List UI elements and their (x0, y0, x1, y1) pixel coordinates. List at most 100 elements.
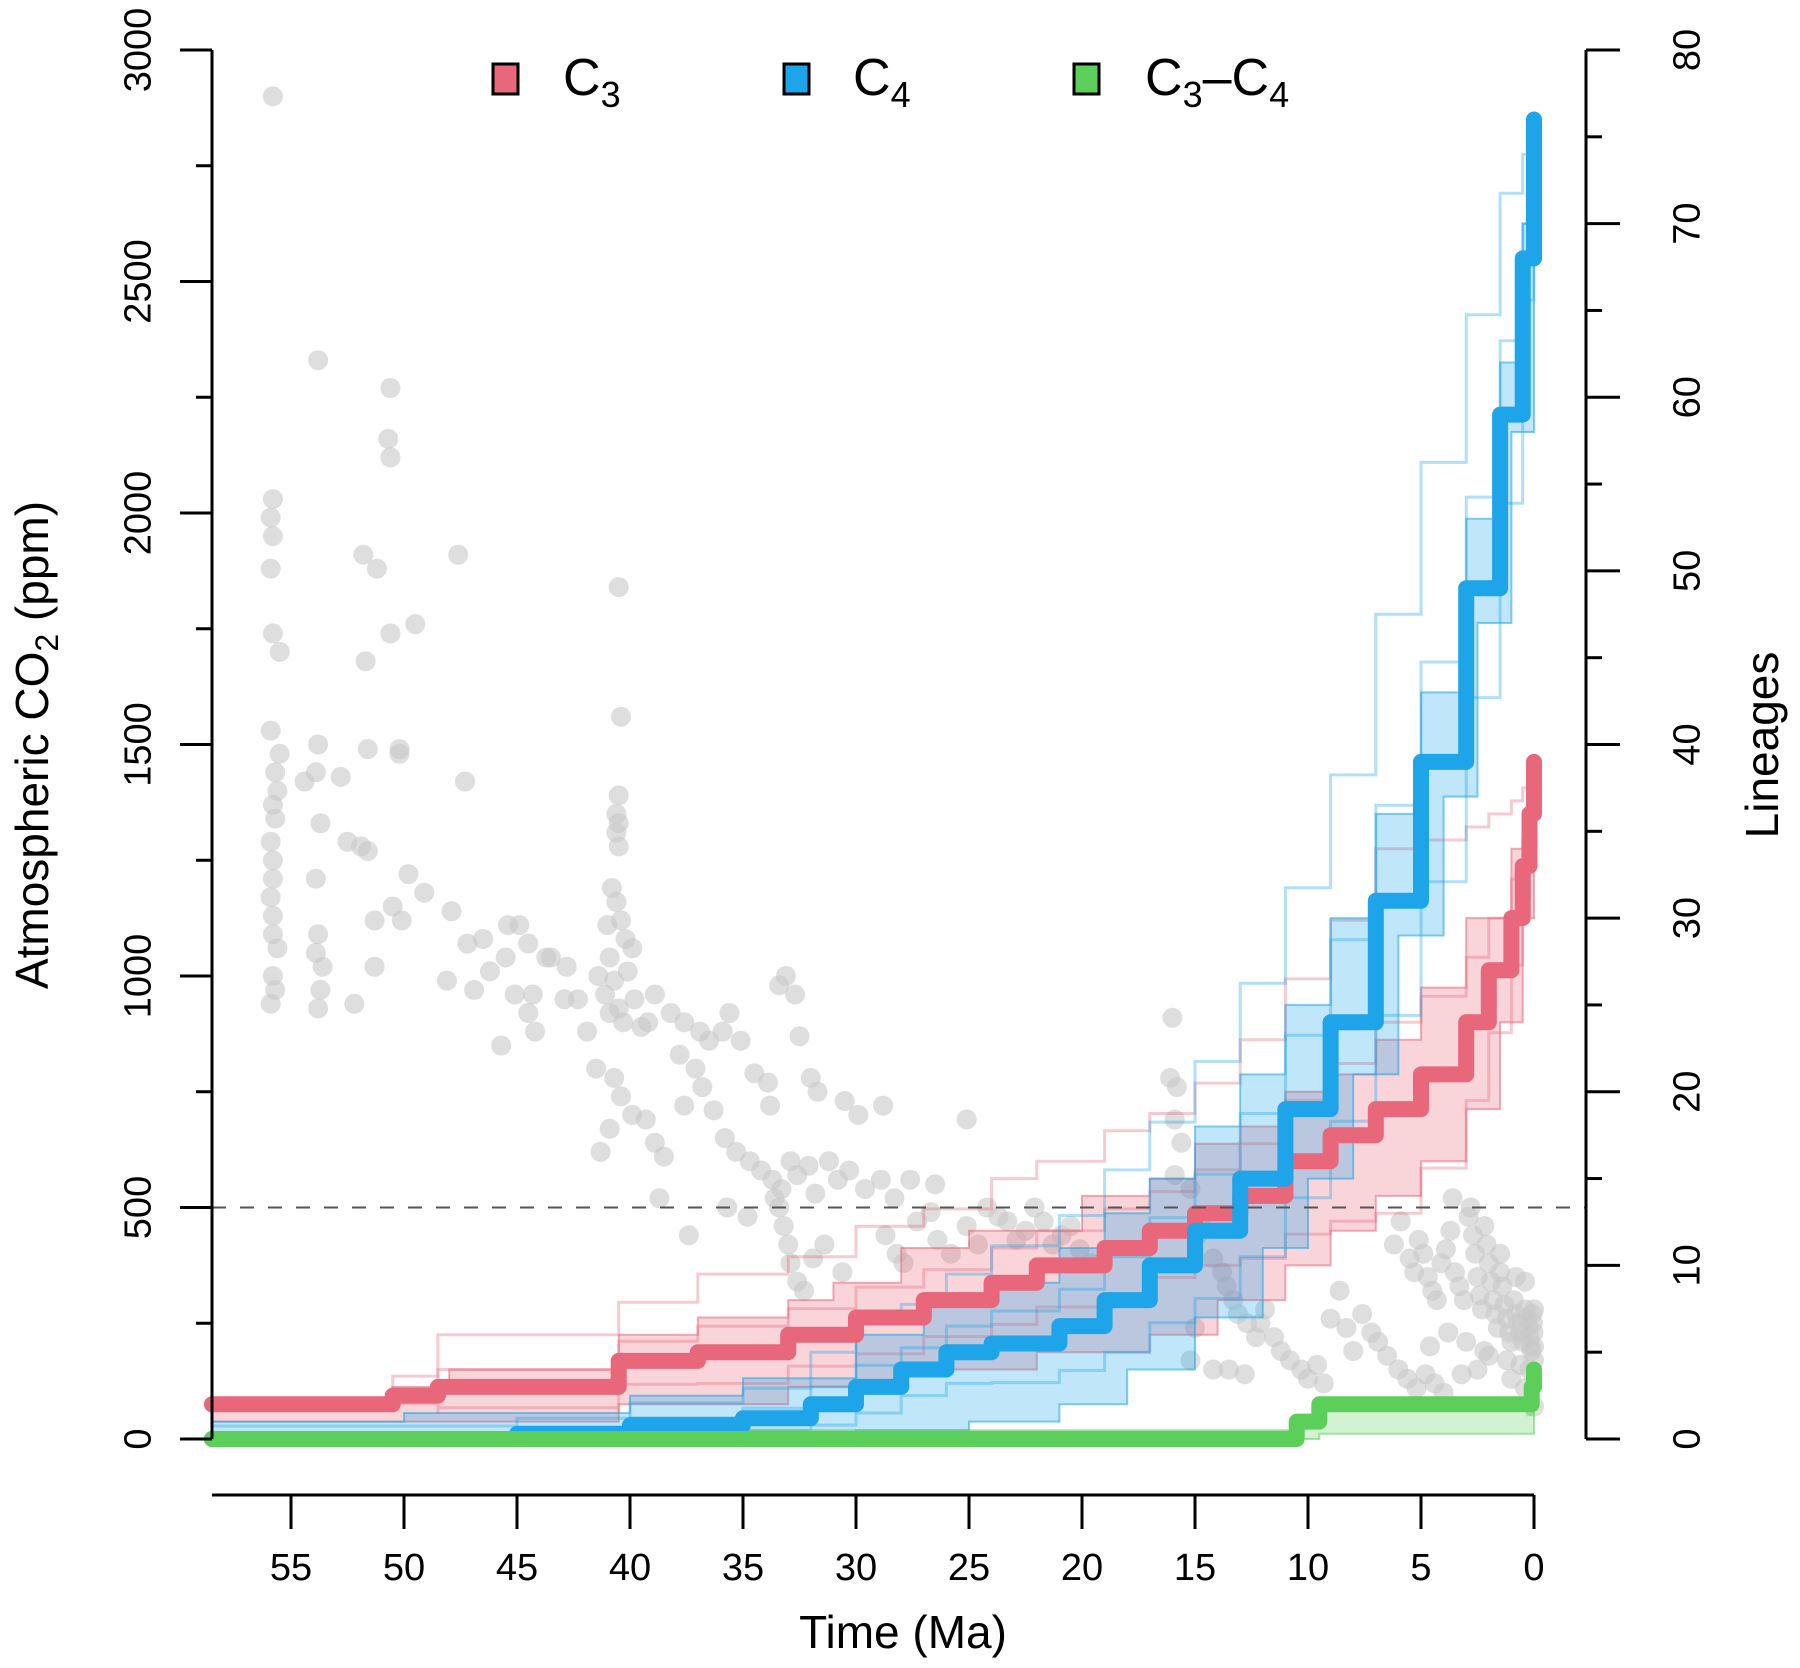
legend-label-c3-c4-base: C (1145, 49, 1183, 107)
co2-point (308, 734, 329, 755)
co2-point (1234, 1364, 1255, 1385)
right-y-tick-label: 0 (1666, 1428, 1708, 1449)
co2-point (794, 1280, 814, 1301)
co2-point (925, 1174, 946, 1195)
co2-point (1164, 1165, 1185, 1186)
co2-point (803, 1248, 824, 1269)
co2-point (590, 1141, 611, 1162)
co2-point (353, 544, 374, 565)
legend-item-c3: C3 (491, 49, 621, 115)
co2-scatter-layer (260, 86, 1544, 1417)
co2-point (344, 993, 365, 1014)
lineage-bands-layer (210, 119, 1536, 1446)
co2-point (674, 1012, 695, 1033)
co2-point (455, 771, 475, 792)
x-tick-label: 35 (722, 1547, 764, 1589)
co2-point (495, 947, 516, 968)
co2-point (504, 984, 525, 1005)
co2-point (310, 813, 331, 834)
co2-point (1426, 1290, 1447, 1311)
co2-point (509, 915, 530, 936)
co2-point (364, 910, 385, 931)
co2-point (308, 350, 329, 371)
co2-point (1164, 1109, 1185, 1130)
co2-point (269, 743, 290, 764)
co2-point (380, 447, 401, 468)
co2-point (737, 1206, 758, 1227)
co2-point (855, 1179, 875, 1199)
co2-point (308, 924, 329, 945)
left-y-axis-title-suffix: (ppm) (6, 501, 58, 634)
co2-point (674, 1095, 695, 1116)
co2-point (1343, 1341, 1364, 1361)
co2-point (613, 1012, 634, 1033)
co2-point (405, 614, 426, 635)
co2-point (834, 1091, 855, 1111)
co2-point (719, 1003, 740, 1023)
co2-point (1420, 1336, 1440, 1357)
co2-point (839, 1160, 860, 1181)
legend-label-c3: C3 (563, 49, 621, 115)
co2-point (269, 641, 290, 662)
lineage-median-layer (203, 111, 1542, 1447)
legend-swatch-c4 (782, 62, 811, 96)
x-tick-label: 20 (1061, 1547, 1103, 1589)
co2-point (491, 1035, 512, 1056)
co2-point (312, 956, 333, 977)
co2-point (870, 1169, 891, 1190)
co2-point (730, 1030, 751, 1051)
x-axis-title: Time (Ma) (799, 1606, 1007, 1658)
co2-point (638, 1012, 659, 1033)
co2-point (649, 1188, 670, 1209)
co2-point (436, 970, 457, 991)
co2-point (262, 526, 283, 547)
co2-point (294, 771, 315, 792)
lineage-band-c4 (210, 119, 1535, 1440)
co2-point (773, 1216, 794, 1236)
co2-point (1438, 1322, 1459, 1343)
co2-point (997, 1211, 1018, 1232)
co2-point (391, 910, 412, 931)
legend-label-c3-c4-mid: –C (1203, 49, 1269, 107)
co2-point (262, 489, 283, 510)
co2-point (554, 989, 575, 1010)
co2-point (599, 1118, 620, 1139)
co2-point (875, 1225, 896, 1246)
co2-point (1435, 1239, 1456, 1260)
legend: C3 C4 C3–C4 (491, 49, 1289, 115)
legend-label-c4-sub: 4 (891, 74, 911, 115)
co2-point (262, 905, 283, 926)
left-y-tick-label: 1500 (117, 702, 159, 787)
co2-point (260, 720, 281, 741)
co2-point (1180, 1179, 1201, 1199)
co2-point (267, 938, 288, 959)
co2-point (262, 868, 283, 889)
co2-point (262, 850, 283, 871)
left-y-tick-label: 2000 (117, 471, 159, 556)
co2-point (818, 1151, 839, 1172)
co2-point (260, 558, 281, 579)
co2-point (1474, 1216, 1495, 1236)
left-y-ticks: 0 500 1000 1500 2000 2500 3000 (117, 8, 212, 1450)
co2-point (798, 1155, 819, 1176)
legend-item-c4: C4 (782, 49, 911, 115)
co2-point (635, 1109, 656, 1130)
co2-point (260, 507, 281, 528)
co2-point (518, 1003, 539, 1023)
co2-point (366, 558, 387, 579)
x-tick-label: 10 (1287, 1547, 1329, 1589)
co2-point (525, 1021, 546, 1042)
x-tick-label: 45 (496, 1547, 538, 1589)
co2-point (457, 933, 478, 954)
left-y-tick-label: 500 (117, 1176, 159, 1239)
x-tick-label: 0 (1523, 1547, 1544, 1589)
legend-label-c3-sub: 3 (601, 74, 621, 115)
co2-point (807, 1081, 828, 1102)
co2-point (873, 1095, 894, 1116)
co2-point (611, 1086, 631, 1107)
co2-point (685, 1058, 706, 1079)
co2-point (678, 1225, 699, 1246)
x-tick-label: 40 (609, 1547, 651, 1589)
right-y-tick-label: 60 (1666, 376, 1708, 418)
